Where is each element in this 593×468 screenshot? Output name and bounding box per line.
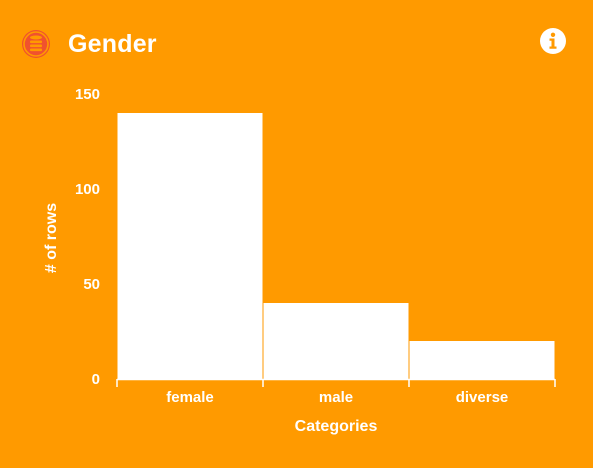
y-tick-label: 50	[83, 276, 100, 293]
x-axis-label: Categories	[295, 418, 378, 435]
x-axis: female male diverse	[116, 378, 556, 406]
y-axis-ticks: 0 50 100 150	[75, 86, 100, 388]
bar-male[interactable]	[263, 303, 409, 379]
x-tick-label: male	[319, 389, 353, 406]
card-header: Gender	[20, 26, 157, 62]
y-tick-label: 100	[75, 181, 100, 198]
info-icon[interactable]	[539, 27, 567, 55]
chart-title: Gender	[68, 29, 157, 58]
bar-diverse[interactable]	[409, 341, 555, 379]
bar-female[interactable]	[117, 113, 263, 379]
y-tick-label: 0	[92, 371, 100, 388]
x-tick-label: diverse	[456, 389, 509, 406]
database-icon	[22, 30, 50, 58]
bars	[117, 113, 555, 379]
x-tick-label: female	[166, 389, 214, 406]
y-tick-label: 150	[75, 86, 100, 103]
y-axis-label: # of rows	[43, 203, 60, 273]
